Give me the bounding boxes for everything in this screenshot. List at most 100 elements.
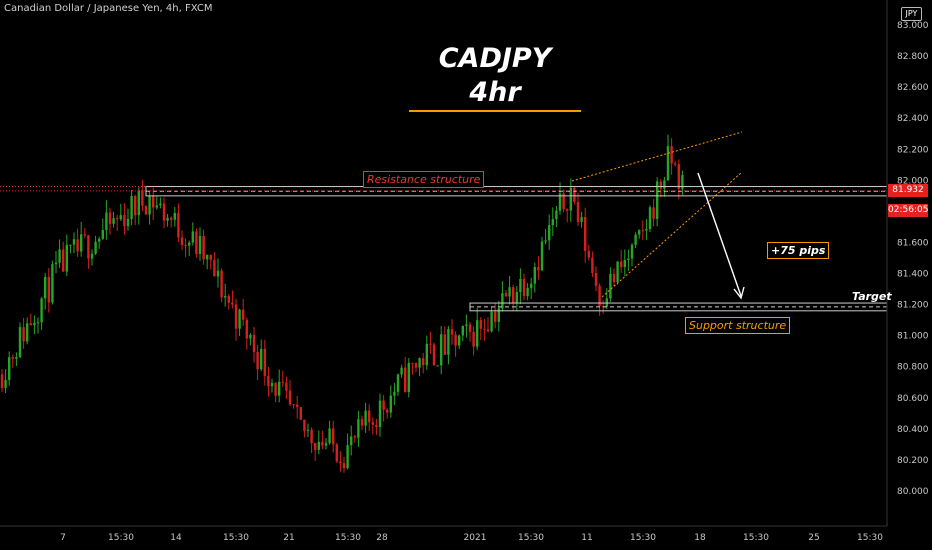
- y-tick-label: 82.400: [897, 114, 929, 124]
- candle-body: [278, 381, 281, 396]
- candle-body: [652, 207, 655, 219]
- candle-body: [209, 254, 212, 260]
- candle-body: [512, 287, 515, 304]
- y-tick-label: 81.400: [897, 270, 929, 280]
- time-axis[interactable]: 7 15:30 14 15:30 21 15:30 28 2021 15:30 11 15:30 18…: [60, 533, 883, 543]
- candle-body: [468, 324, 472, 332]
- candle-body: [411, 362, 414, 364]
- candle-body: [670, 146, 673, 164]
- candle-body: [609, 273, 612, 299]
- candle-body: [569, 187, 572, 211]
- x-tick-label: 15:30: [743, 533, 769, 543]
- x-tick-label: 15:30: [857, 533, 883, 543]
- candle-body: [508, 287, 511, 297]
- candle-body: [548, 225, 551, 241]
- candle-body: [562, 193, 565, 210]
- candle-body: [479, 320, 482, 329]
- candle-body: [227, 296, 230, 303]
- candle-body: [306, 429, 310, 431]
- candle-body: [270, 383, 274, 387]
- candle-body: [231, 302, 234, 305]
- candle-body: [299, 407, 302, 420]
- currency-badge[interactable]: JPY: [901, 7, 922, 21]
- candle-body: [22, 327, 25, 342]
- candle-body: [544, 240, 547, 242]
- candle-body: [324, 443, 328, 446]
- candle-body: [339, 461, 342, 464]
- candle-body: [252, 334, 256, 353]
- candle-body: [184, 244, 187, 246]
- candle-body: [263, 349, 266, 376]
- candle-body: [375, 424, 378, 428]
- candle-body: [40, 298, 43, 323]
- y-tick-label: 80.200: [897, 456, 929, 466]
- x-tick-label: 28: [376, 533, 388, 543]
- candle-body: [116, 218, 119, 220]
- candle-body: [296, 404, 299, 408]
- candle-body: [191, 231, 194, 243]
- candle-body: [497, 308, 500, 322]
- candle-body: [656, 181, 659, 219]
- candle-body: [321, 441, 324, 446]
- candle-body: [292, 404, 295, 406]
- candle-body: [591, 257, 594, 274]
- candle-body: [281, 381, 284, 383]
- candle-body: [105, 212, 108, 231]
- candle-body: [587, 250, 590, 258]
- y-tick-label: 81.200: [897, 301, 929, 311]
- candle-body: [638, 230, 641, 235]
- candle-body: [677, 164, 680, 189]
- x-tick-label: 18: [694, 533, 706, 543]
- candle-body: [144, 205, 148, 215]
- candle-body: [90, 253, 94, 259]
- y-tick-label: 80.400: [897, 425, 929, 435]
- candle-body: [465, 324, 468, 326]
- candle-body: [141, 190, 144, 206]
- candle-body: [436, 365, 439, 367]
- price-axis[interactable]: 80.000 80.200 80.400 80.600 80.800 81.000 81.2…: [897, 21, 929, 497]
- candle-body: [195, 231, 198, 254]
- candle-body: [371, 422, 374, 425]
- candle-body: [450, 329, 454, 335]
- candle-body: [8, 357, 11, 380]
- wedge-upper-line: [571, 131, 743, 182]
- candle-body: [123, 215, 126, 227]
- candle-body: [101, 230, 104, 239]
- candle-body: [584, 217, 587, 251]
- candle-body: [33, 322, 36, 326]
- candle-body: [51, 264, 54, 303]
- y-tick-label: 82.600: [897, 83, 929, 93]
- candle-body: [476, 320, 479, 347]
- y-tick-label: 82.000: [897, 176, 929, 186]
- candle-body: [519, 278, 522, 293]
- candle-body: [620, 261, 623, 268]
- candle-body: [83, 234, 86, 236]
- candle-body: [288, 390, 292, 405]
- candle-body: [353, 436, 356, 438]
- chart-title: CADJPY 4hr: [409, 42, 581, 112]
- candle-body: [681, 174, 684, 189]
- support-zone: [469, 302, 888, 312]
- candle-body: [80, 234, 83, 252]
- wedge-lower-line: [601, 171, 743, 298]
- candle-body: [137, 190, 140, 216]
- candle-body: [627, 258, 630, 261]
- candle-body: [486, 329, 490, 332]
- candle-body: [458, 335, 461, 346]
- candle-body: [260, 349, 263, 370]
- candle-body: [238, 309, 241, 329]
- candle-body: [454, 334, 457, 346]
- candle-body: [346, 445, 349, 469]
- candle-body: [368, 410, 371, 423]
- symbol-header: Canadian Dollar / Japanese Yen, 4h, FXCM: [4, 3, 213, 14]
- candle-body: [666, 146, 670, 181]
- x-tick-label: 11: [581, 533, 592, 543]
- candle-body: [256, 352, 259, 370]
- candle-body: [162, 203, 166, 221]
- candle-body: [332, 428, 335, 445]
- x-tick-label: 7: [60, 533, 66, 543]
- candle-body: [155, 205, 158, 208]
- x-tick-label: 15:30: [223, 533, 249, 543]
- current-price-tag: 81.932: [888, 184, 928, 197]
